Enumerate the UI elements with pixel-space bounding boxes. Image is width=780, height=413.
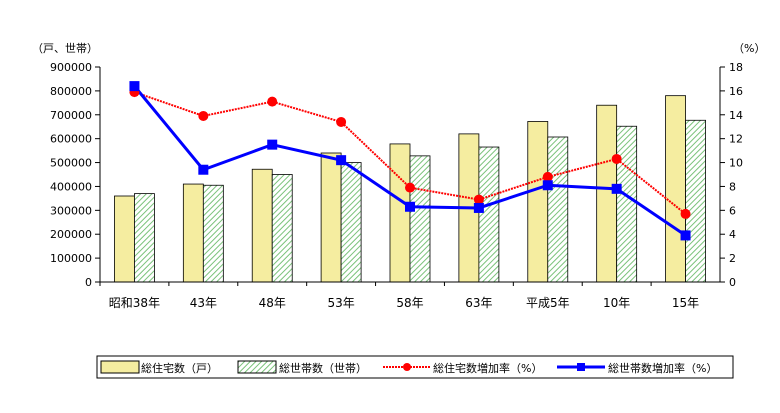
point-household-rate — [473, 202, 484, 213]
point-household-rate — [336, 155, 347, 166]
left-tick-label: 100000 — [50, 252, 92, 265]
left-tick-label: 200000 — [50, 228, 92, 241]
legend-swatch-houses — [100, 360, 140, 374]
right-tick-label: 0 — [729, 276, 736, 289]
point-household-rate — [129, 81, 140, 92]
left-tick-label: 900000 — [50, 61, 92, 74]
left-tick-label: 600000 — [50, 133, 92, 146]
point-house-rate — [473, 194, 484, 205]
left-axis-ticks: 0 100000 200000 300000 400000 500000 600000 700… — [50, 61, 92, 289]
category-label: 43年 — [190, 296, 217, 310]
bar-households — [478, 146, 500, 283]
lines — [129, 81, 691, 241]
category-label: 10年 — [603, 296, 630, 310]
right-axis-unit-label: （%） — [733, 42, 765, 55]
legend-label-houses: 総住宅数（戸） — [141, 361, 218, 375]
left-tick-label: 400000 — [50, 180, 92, 193]
category-label: 15年 — [672, 296, 699, 310]
point-household-rate — [405, 201, 415, 212]
axes — [95, 66, 725, 286]
legend-label-household-rate: 総世帯数増加率（%） — [608, 361, 717, 375]
bar-households — [547, 136, 569, 283]
right-tick-label: 8 — [729, 180, 736, 193]
left-tick-label: 700000 — [50, 109, 92, 122]
right-tick-label: 6 — [729, 204, 736, 217]
right-tick-label: 12 — [729, 133, 743, 146]
category-label: 58年 — [396, 296, 423, 310]
bar-houses — [114, 195, 135, 283]
bar-households — [685, 119, 706, 283]
category-label: 平成5年 — [526, 296, 570, 310]
left-tick-label: 300000 — [50, 204, 92, 217]
bar-households — [202, 184, 224, 283]
point-house-rate — [198, 110, 209, 121]
point-house-rate — [611, 153, 622, 164]
right-tick-label: 14 — [729, 109, 743, 122]
point-household-rate — [198, 164, 209, 175]
category-labels: 昭和38年 43年 48年 53年 58年 63年 平成5年 10年 15年 — [109, 296, 699, 310]
bar-houses — [251, 168, 273, 283]
bar-households — [134, 193, 155, 283]
category-label: 53年 — [327, 296, 354, 310]
legend-marker-house-rate — [403, 363, 411, 371]
bar-households — [271, 174, 293, 283]
legend-label-households: 総世帯数（世帯） — [279, 361, 367, 375]
point-house-rate — [336, 116, 347, 127]
left-tick-label: 0 — [85, 276, 92, 289]
legend-swatch-households — [237, 360, 277, 374]
bars — [114, 95, 706, 283]
legend-marker-household-rate — [577, 363, 585, 371]
point-household-rate — [542, 180, 553, 191]
right-tick-label: 2 — [729, 252, 736, 265]
right-tick-label: 4 — [729, 228, 736, 241]
category-label: 63年 — [465, 296, 492, 310]
right-axis-ticks: 0 2 4 6 8 10 12 14 16 18 — [729, 61, 743, 289]
point-household-rate — [267, 139, 278, 150]
bar-houses — [320, 152, 342, 283]
left-tick-label: 800000 — [50, 85, 92, 98]
left-axis-unit-label: （戸、世帯） — [32, 42, 98, 55]
point-household-rate — [680, 230, 691, 241]
point-house-rate — [405, 182, 415, 193]
right-tick-label: 10 — [729, 157, 743, 170]
bar-households — [409, 155, 431, 283]
point-household-rate — [611, 183, 622, 194]
legend-label-house-rate: 総住宅数増加率（%） — [433, 361, 542, 375]
bar-houses — [665, 95, 686, 283]
category-label: 昭和38年 — [109, 296, 160, 310]
bar-houses — [182, 183, 204, 283]
bar-houses — [389, 143, 411, 283]
category-label: 48年 — [259, 296, 286, 310]
legend: 総住宅数（戸） 総世帯数（世帯） 総住宅数増加率（%） 総世帯数増加率（%） — [96, 355, 734, 379]
right-tick-label: 16 — [729, 85, 743, 98]
point-house-rate — [542, 171, 553, 182]
left-tick-label: 500000 — [50, 157, 92, 170]
right-tick-label: 18 — [729, 61, 743, 74]
point-house-rate — [680, 208, 691, 219]
bar-households — [340, 162, 362, 283]
point-house-rate — [267, 96, 278, 107]
bar-houses — [527, 121, 549, 283]
bar-households — [616, 125, 638, 283]
